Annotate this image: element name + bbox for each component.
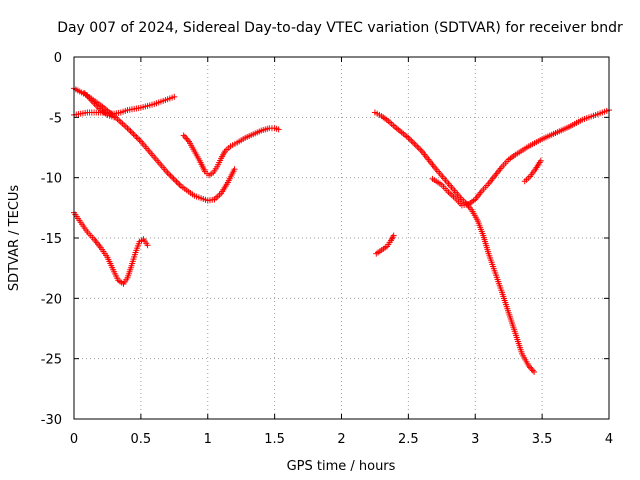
data-point — [405, 134, 412, 141]
data-point — [528, 365, 535, 372]
data-point — [537, 157, 544, 164]
data-point — [412, 142, 419, 149]
y-tick-label: -20 — [41, 292, 62, 307]
data-point — [406, 136, 413, 143]
x-tick-label: 4 — [605, 432, 613, 447]
data-point — [408, 137, 415, 144]
data-point — [173, 178, 180, 185]
data-point — [166, 171, 173, 178]
data-point — [170, 175, 177, 182]
data-points — [71, 85, 612, 375]
data-point — [130, 131, 137, 138]
data-point — [134, 135, 141, 142]
data-point — [125, 126, 132, 133]
data-point — [531, 368, 538, 375]
data-point — [183, 135, 190, 142]
data-point — [175, 180, 182, 187]
data-point — [111, 114, 118, 121]
data-point — [124, 125, 131, 132]
data-point — [231, 166, 238, 173]
data-point — [169, 174, 176, 181]
y-tick-label: -5 — [49, 111, 62, 126]
y-axis-label: SDTVAR / TECUs — [7, 185, 22, 292]
axis-ticks: 0 0.5 1 1.5 2 2.5 3 3.5 4 0 -5 -10 -15 -20 -25 -30 — [41, 51, 613, 447]
x-tick-label: 0 — [70, 432, 78, 447]
x-tick-label: 2.5 — [398, 432, 419, 447]
x-axis-label: GPS time / hours — [287, 459, 396, 474]
x-tick-label: 1.5 — [264, 432, 285, 447]
data-point — [417, 146, 424, 153]
data-point — [414, 143, 421, 150]
x-tick-label: 3 — [471, 432, 479, 447]
grid-lines — [74, 57, 609, 419]
data-point — [172, 177, 179, 184]
chart-title: Day 007 of 2024, Sidereal Day-to-day VTE… — [57, 20, 623, 36]
data-point — [275, 126, 282, 133]
x-tick-label: 3.5 — [532, 432, 553, 447]
data-point — [409, 139, 416, 146]
y-tick-label: -15 — [41, 232, 62, 247]
data-point — [128, 129, 135, 136]
y-tick-label: -10 — [41, 172, 62, 187]
y-tick-label: -30 — [41, 413, 62, 428]
data-point — [167, 172, 174, 179]
x-tick-label: 2 — [337, 432, 345, 447]
x-tick-label: 0.5 — [131, 432, 152, 447]
data-point — [127, 128, 134, 135]
data-point — [390, 232, 397, 239]
data-point — [176, 181, 183, 188]
x-tick-label: 1 — [204, 432, 212, 447]
data-point — [136, 136, 143, 143]
data-point — [164, 169, 171, 176]
y-tick-label: 0 — [54, 51, 62, 66]
data-point — [131, 132, 138, 139]
data-point — [529, 367, 536, 374]
y-tick-label: -25 — [41, 353, 62, 368]
data-point — [180, 132, 187, 139]
data-point — [144, 242, 151, 249]
data-point — [182, 133, 189, 140]
data-point — [171, 93, 178, 100]
data-point — [415, 145, 422, 152]
data-point — [411, 140, 418, 147]
data-point — [133, 134, 140, 141]
